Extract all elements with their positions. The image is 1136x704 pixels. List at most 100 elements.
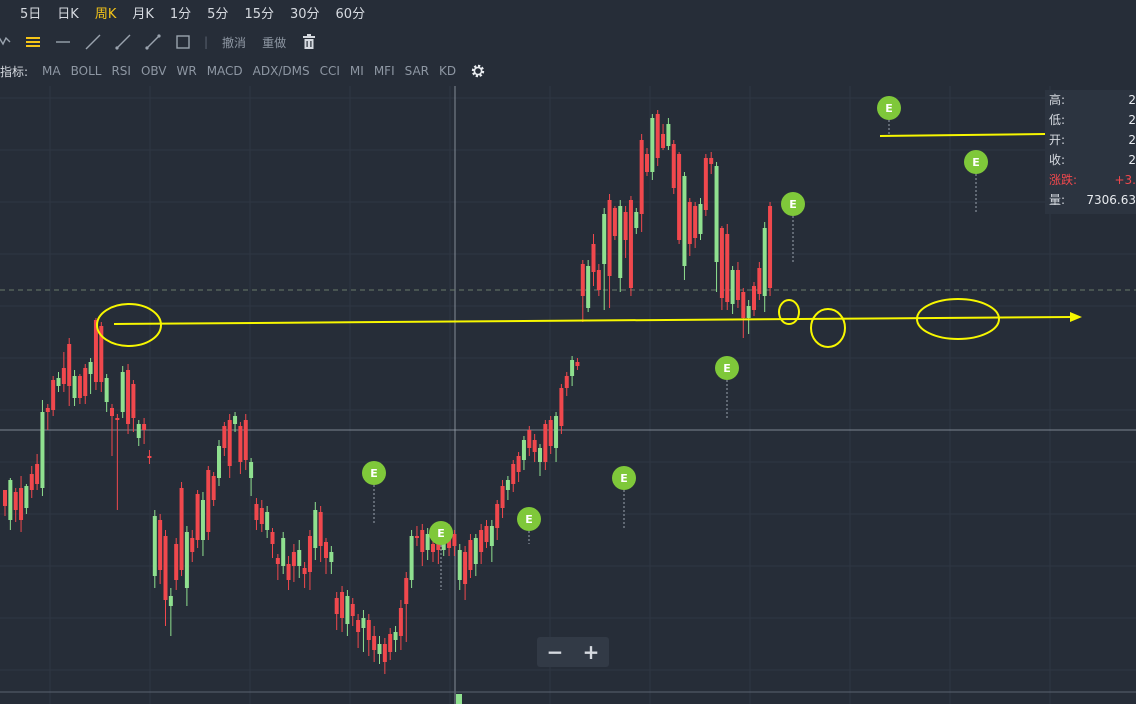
indicator-item[interactable]: SAR bbox=[404, 64, 429, 78]
candle-body bbox=[703, 158, 708, 210]
candlestick-chart[interactable]: E E E E E E E E bbox=[0, 86, 1136, 704]
arrow-line-icon[interactable] bbox=[138, 30, 168, 54]
candle-body bbox=[206, 470, 211, 532]
indicator-item[interactable]: MACD bbox=[206, 64, 243, 78]
candle-body bbox=[8, 480, 13, 520]
ohlc-info-panel: 高: 2 低: 2 开: 2 收: 2 涨跌: +3. 量: 7306.63 bbox=[1045, 90, 1136, 214]
candle-body bbox=[768, 206, 773, 288]
indicator-item[interactable]: ADX/DMS bbox=[252, 64, 310, 78]
polyline-icon[interactable] bbox=[0, 30, 18, 54]
candle-body bbox=[468, 540, 473, 570]
drawing-toolbar: | 撤消 重做 bbox=[0, 28, 1136, 56]
indicator-item[interactable]: CCI bbox=[319, 64, 340, 78]
candle-body bbox=[291, 552, 296, 566]
indicator-item[interactable]: MI bbox=[349, 64, 364, 78]
candle-body bbox=[249, 462, 254, 478]
candle-body bbox=[393, 632, 398, 640]
candle-body bbox=[698, 204, 703, 234]
zoom-in-button[interactable]: + bbox=[582, 640, 600, 664]
candle-body bbox=[618, 206, 623, 278]
indicator-item[interactable]: MFI bbox=[373, 64, 395, 78]
period-tab[interactable]: 1分 bbox=[169, 6, 192, 22]
candle-body bbox=[730, 270, 735, 304]
indicator-item[interactable]: MA bbox=[42, 64, 61, 78]
indicator-item[interactable]: OBV bbox=[140, 64, 167, 78]
candle-body bbox=[297, 550, 302, 566]
candle-body bbox=[366, 620, 371, 640]
earnings-marker bbox=[612, 466, 636, 490]
candle-body bbox=[77, 376, 82, 398]
candle-body bbox=[527, 430, 532, 448]
candle-body bbox=[634, 212, 639, 228]
candle-body bbox=[110, 408, 114, 416]
candle-body bbox=[409, 536, 414, 580]
candle-body bbox=[398, 608, 403, 636]
indicator-bar: 指标: MA BOLL RSI OBV WR MACD ADX/DMS CCI MI MFI SAR… bbox=[0, 58, 1136, 84]
candle-body bbox=[511, 464, 516, 484]
period-tab[interactable]: 5日 bbox=[20, 6, 42, 22]
undo-button[interactable]: 撤消 bbox=[222, 35, 247, 50]
candle-body bbox=[596, 270, 601, 290]
ray-line-icon[interactable] bbox=[108, 30, 138, 54]
period-tab[interactable]: 周K bbox=[94, 6, 117, 22]
candle-body bbox=[602, 214, 607, 264]
period-bar: 5日 日K 周K 月K 1分 5分 15分 30分 60分 bbox=[0, 0, 1136, 24]
period-tab[interactable]: 5分 bbox=[207, 6, 229, 22]
candle-body bbox=[564, 376, 569, 388]
indicator-item[interactable]: RSI bbox=[111, 64, 131, 78]
candle-body bbox=[532, 440, 537, 452]
candle-body bbox=[377, 644, 382, 654]
period-tab[interactable]: 月K bbox=[132, 6, 154, 22]
candle-body bbox=[687, 202, 692, 244]
candle-body bbox=[623, 212, 628, 240]
gear-icon[interactable] bbox=[470, 63, 486, 79]
annotation-circle bbox=[810, 308, 846, 348]
candle-body bbox=[538, 448, 542, 462]
rectangle-icon[interactable] bbox=[168, 30, 198, 54]
period-tab[interactable]: 30分 bbox=[289, 6, 320, 22]
candle-body bbox=[313, 510, 318, 548]
candle-body bbox=[51, 380, 56, 410]
candle-body bbox=[677, 154, 682, 240]
earnings-marker bbox=[517, 507, 541, 531]
candle-body bbox=[682, 176, 687, 266]
candle-body bbox=[200, 500, 205, 540]
trash-icon[interactable] bbox=[294, 30, 324, 54]
candle-body bbox=[714, 166, 719, 262]
candle-body bbox=[307, 536, 312, 572]
candle-body bbox=[120, 372, 125, 412]
candle-body bbox=[275, 558, 280, 564]
zoom-control: − + bbox=[537, 637, 609, 667]
info-row-change: 涨跌: +3. bbox=[1049, 173, 1136, 187]
period-tab[interactable]: 日K bbox=[57, 6, 79, 22]
candle-body bbox=[265, 512, 270, 530]
candle-body bbox=[420, 530, 425, 552]
trend-line-icon[interactable] bbox=[78, 30, 108, 54]
indicator-item[interactable]: KD bbox=[439, 64, 457, 78]
candle-body bbox=[404, 578, 409, 604]
candle-body bbox=[217, 446, 221, 478]
indicator-item[interactable]: BOLL bbox=[70, 64, 102, 78]
zoom-out-button[interactable]: − bbox=[546, 640, 564, 664]
horizontal-line-icon[interactable] bbox=[48, 30, 78, 54]
redo-button[interactable]: 重做 bbox=[262, 35, 287, 50]
candle-body bbox=[286, 564, 291, 580]
candle-body bbox=[372, 636, 377, 650]
candle-body bbox=[152, 516, 157, 576]
candle-body bbox=[340, 592, 345, 618]
candle-body bbox=[227, 420, 232, 466]
candle-body bbox=[655, 114, 660, 158]
candle-body bbox=[61, 368, 66, 384]
earnings-marker-label: E bbox=[620, 472, 628, 485]
period-tab[interactable]: 60分 bbox=[335, 6, 366, 22]
candle-body bbox=[72, 376, 77, 398]
candle-body bbox=[762, 228, 767, 296]
period-tab[interactable]: 15分 bbox=[244, 6, 274, 22]
candle-body bbox=[495, 504, 500, 528]
candle-body bbox=[350, 604, 355, 616]
earnings-marker-label: E bbox=[723, 362, 731, 375]
indicator-item[interactable]: WR bbox=[176, 64, 197, 78]
parallel-lines-icon[interactable] bbox=[18, 30, 48, 54]
candle-body bbox=[457, 550, 462, 580]
candle-body bbox=[479, 530, 484, 552]
